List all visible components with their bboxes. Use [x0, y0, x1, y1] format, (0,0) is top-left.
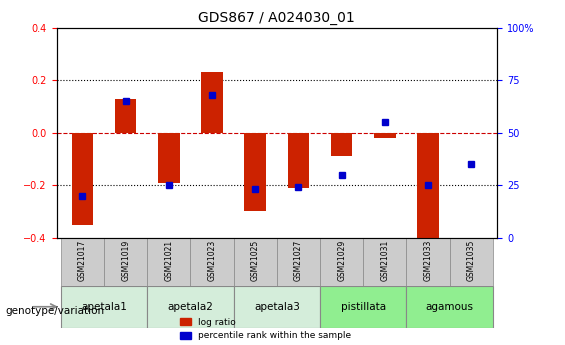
- Text: GSM21027: GSM21027: [294, 240, 303, 282]
- Text: GSM21031: GSM21031: [380, 240, 389, 282]
- Text: GSM21025: GSM21025: [251, 240, 260, 282]
- FancyBboxPatch shape: [450, 238, 493, 286]
- Text: GSM21021: GSM21021: [164, 240, 173, 281]
- Bar: [288, 132, 309, 188]
- FancyBboxPatch shape: [363, 238, 406, 286]
- Bar: [72, 132, 93, 225]
- FancyBboxPatch shape: [61, 286, 147, 328]
- FancyBboxPatch shape: [277, 238, 320, 286]
- Bar: [158, 132, 180, 183]
- FancyBboxPatch shape: [104, 238, 147, 286]
- FancyBboxPatch shape: [190, 238, 234, 286]
- Bar: [374, 132, 396, 138]
- Text: GSM21035: GSM21035: [467, 240, 476, 282]
- Text: agamous: agamous: [425, 302, 473, 312]
- Text: GSM21023: GSM21023: [207, 240, 216, 282]
- Text: pistillata: pistillata: [341, 302, 386, 312]
- FancyBboxPatch shape: [147, 238, 190, 286]
- FancyBboxPatch shape: [234, 286, 320, 328]
- Bar: [201, 72, 223, 132]
- Text: apetala3: apetala3: [254, 302, 300, 312]
- Text: GSM21033: GSM21033: [424, 240, 433, 282]
- Title: GDS867 / A024030_01: GDS867 / A024030_01: [198, 11, 355, 25]
- FancyBboxPatch shape: [406, 238, 450, 286]
- Bar: [331, 132, 353, 156]
- Bar: [418, 132, 439, 240]
- Bar: [115, 99, 136, 132]
- Text: GSM21017: GSM21017: [78, 240, 87, 282]
- FancyBboxPatch shape: [406, 286, 493, 328]
- FancyBboxPatch shape: [320, 286, 406, 328]
- Text: GSM21029: GSM21029: [337, 240, 346, 282]
- FancyBboxPatch shape: [147, 286, 234, 328]
- FancyBboxPatch shape: [61, 238, 104, 286]
- Text: apetala1: apetala1: [81, 302, 127, 312]
- Bar: [245, 132, 266, 211]
- Legend: log ratio, percentile rank within the sample: log ratio, percentile rank within the sa…: [176, 314, 355, 344]
- FancyBboxPatch shape: [234, 238, 277, 286]
- Text: apetala2: apetala2: [167, 302, 214, 312]
- Text: GSM21019: GSM21019: [121, 240, 130, 282]
- FancyBboxPatch shape: [320, 238, 363, 286]
- Text: genotype/variation: genotype/variation: [6, 306, 105, 315]
